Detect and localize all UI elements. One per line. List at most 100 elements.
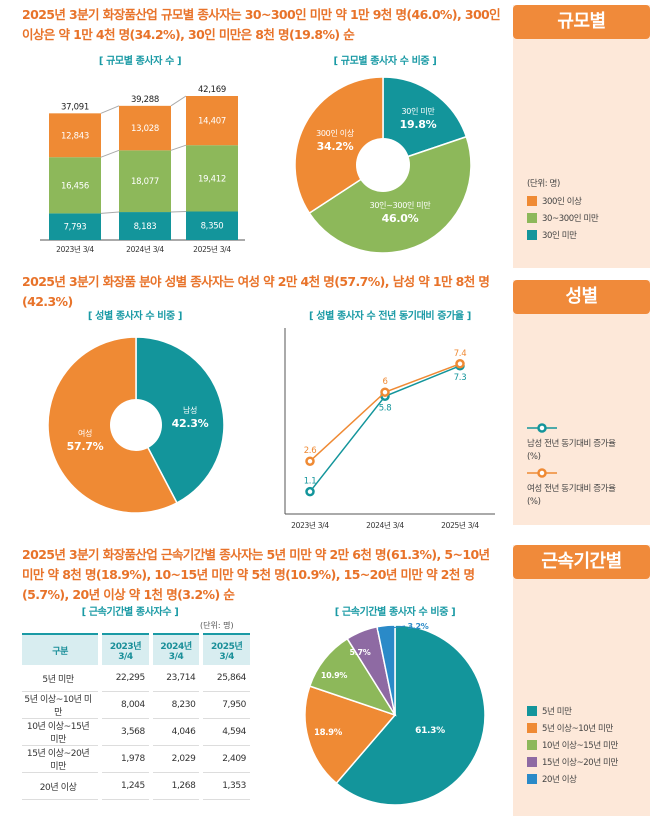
bar-value-label: 18,077 — [131, 177, 159, 187]
pie-slice — [308, 135, 472, 254]
bar-value-label: 7,793 — [64, 223, 87, 233]
legend-item: 5년 이상~10년 미만 — [527, 722, 618, 734]
pie-slice — [335, 624, 486, 806]
table-cell: 2,409 — [203, 746, 250, 773]
sidebar-size-panel: 규모별 (단위: 명) 300인 이상 30~300인 미만 30인 미만 — [513, 5, 650, 268]
bar-connector-line — [100, 149, 120, 158]
legend-item: 300인 이상 — [527, 195, 598, 207]
table-row: 5년 미만 22,295 23,714 25,864 — [22, 665, 250, 692]
legend-item: 20년 이상 — [527, 773, 618, 785]
table-cell: 1,353 — [203, 773, 250, 800]
table-cell: 8,004 — [102, 692, 149, 719]
data-label: 7.3 — [454, 373, 467, 383]
data-label: 1.1 — [304, 477, 317, 487]
pie-slice-label: 30인~300인 미만 — [370, 200, 432, 210]
x-tick-label: 2023년 3/4 — [56, 244, 94, 254]
table-unit: (단위: 명) — [200, 621, 234, 630]
table-cell: 4,046 — [152, 719, 200, 746]
pie-slice-label: 남성 — [183, 406, 197, 415]
pie-slice — [382, 76, 468, 167]
pie-slice-value: 5.7% — [350, 648, 371, 657]
pie-slice — [304, 685, 397, 785]
x-tick-label: 2025년 3/4 — [193, 244, 231, 254]
pie-slice-value: 61.3% — [415, 726, 445, 736]
pie-slice-value: 42.3% — [172, 417, 209, 430]
table-cell: 10년 이상~15년 미만 — [22, 719, 99, 746]
pie-slice-label: 여성 — [78, 428, 92, 438]
bar-value-label: 16,456 — [61, 181, 89, 191]
size-legend: (단위: 명) 300인 이상 30~300인 미만 30인 미만 — [527, 177, 599, 246]
sidebar-size-title: 규모별 — [513, 5, 650, 39]
bar-total-label: 39,288 — [131, 95, 159, 105]
bar-connector-line — [170, 210, 187, 213]
legend-item: 남성 전년 동기대비 증가율(%) — [527, 439, 616, 462]
bar-segment — [119, 150, 171, 213]
table-cell: 23,714 — [152, 665, 200, 692]
table-cell: 3,568 — [102, 719, 149, 746]
leader-line — [377, 625, 406, 631]
pie-slice-value: 3.2% — [408, 622, 429, 631]
gender-pie-title: [ 성별 종사자 수 비중 ] — [87, 311, 183, 322]
bar-connector-line — [170, 95, 187, 107]
tenure-pie-title: [ 근속기간별 종사자 수 비중 ] — [334, 607, 456, 618]
pie-slice — [376, 624, 396, 716]
bar-segment — [49, 157, 101, 214]
line-chart-title: [ 성별 종사자 수 전년 동기대비 증가율 ] — [309, 311, 471, 322]
size-headline: 2025년 3분기 화장품산업 규모별 종사자는 30~300인 미만 약 1만… — [22, 7, 501, 42]
pie-slice-value: 10.9% — [321, 671, 348, 680]
table-row: 10년 이상~15년 미만 3,568 4,046 4,594 — [22, 719, 250, 746]
table-cell: 8,230 — [152, 692, 200, 719]
pie-slice-label: 30인 미만 — [401, 106, 435, 116]
column-header: 2024년 3/4 — [152, 633, 200, 665]
data-point — [455, 359, 465, 369]
charts-canvas: 7,793 16,456 12,843 37,091 2023년 3/4 8,183 18,… — [40, 76, 495, 806]
x-tick-label: 2023년 3/4 — [291, 520, 329, 530]
table-cell: 2,029 — [152, 746, 200, 773]
bar-segment — [49, 213, 101, 240]
legend-item: 5년 미만 — [527, 705, 618, 717]
legend-item: 10년 이상~15년 미만 — [527, 739, 618, 751]
bar-value-label: 14,407 — [198, 117, 226, 127]
bar-chart-title: [ 규모별 종사자 수 ] — [98, 56, 182, 67]
table-cell: 25,864 — [203, 665, 250, 692]
legend-item: 15년 이상~20년 미만 — [527, 756, 618, 768]
bar-segment — [186, 211, 238, 240]
data-point — [305, 456, 315, 466]
table-cell: 1,268 — [152, 773, 200, 800]
bar-value-label: 12,843 — [61, 131, 89, 141]
x-tick-label: 2024년 3/4 — [126, 244, 164, 254]
data-label: 2.6 — [304, 446, 317, 456]
legend-item: 30~300인 미만 — [527, 212, 599, 224]
table-cell: 15년 이상~20년 미만 — [22, 746, 99, 773]
pie-slice-value: 34.2% — [317, 140, 354, 153]
bar-value-label: 8,350 — [201, 222, 224, 232]
table-cell: 5년 미만 — [22, 665, 99, 692]
table-cell: 1,978 — [102, 746, 149, 773]
bar-segment — [119, 212, 171, 240]
table-row: 5년 이상~10년 미만 8,004 8,230 7,950 — [22, 692, 250, 719]
x-tick-label: 2024년 3/4 — [366, 520, 404, 530]
table-row: 15년 이상~20년 미만 1,978 2,029 2,409 — [22, 746, 250, 773]
table-cell: 4,594 — [203, 719, 250, 746]
tenure-legend: 5년 미만 5년 이상~10년 미만 10년 이상~15년 미만 15년 이상~… — [527, 705, 618, 790]
tenure-table: 구분 2023년 3/4 2024년 3/4 2025년 3/4 5년 미만 22,295… — [18, 633, 254, 800]
x-tick-label: 2025년 3/4 — [441, 520, 479, 530]
pie-slice — [135, 336, 225, 504]
pie-slice-value: 57.7% — [67, 440, 104, 453]
tenure-table-title: [ 근속기간별 종사자수 ] — [81, 607, 179, 618]
data-label: 6 — [382, 377, 387, 387]
data-point — [305, 486, 315, 497]
female-line-marker-icon — [527, 468, 557, 478]
bar-connector-line — [100, 105, 120, 114]
column-header: 2025년 3/4 — [203, 633, 250, 665]
bar-segment — [186, 145, 238, 212]
size-pie-title: [ 규모별 종사자 수 비중 ] — [333, 56, 437, 67]
bar-segment — [119, 105, 171, 151]
bar-connector-line — [100, 211, 120, 214]
tenure-headline: 2025년 3분기 화장품산업 근속기간별 종사자는 5년 미만 약 2만 6천… — [22, 547, 490, 602]
male-line-marker-icon — [527, 423, 557, 433]
legend-item: 여성 전년 동기대비 증가율(%) — [527, 484, 616, 507]
table-cell: 7,950 — [203, 692, 250, 719]
column-header: 2023년 3/4 — [102, 633, 149, 665]
gender-legend: 남성 전년 동기대비 증가율(%) 여성 전년 동기대비 증가율(%) — [527, 423, 627, 509]
